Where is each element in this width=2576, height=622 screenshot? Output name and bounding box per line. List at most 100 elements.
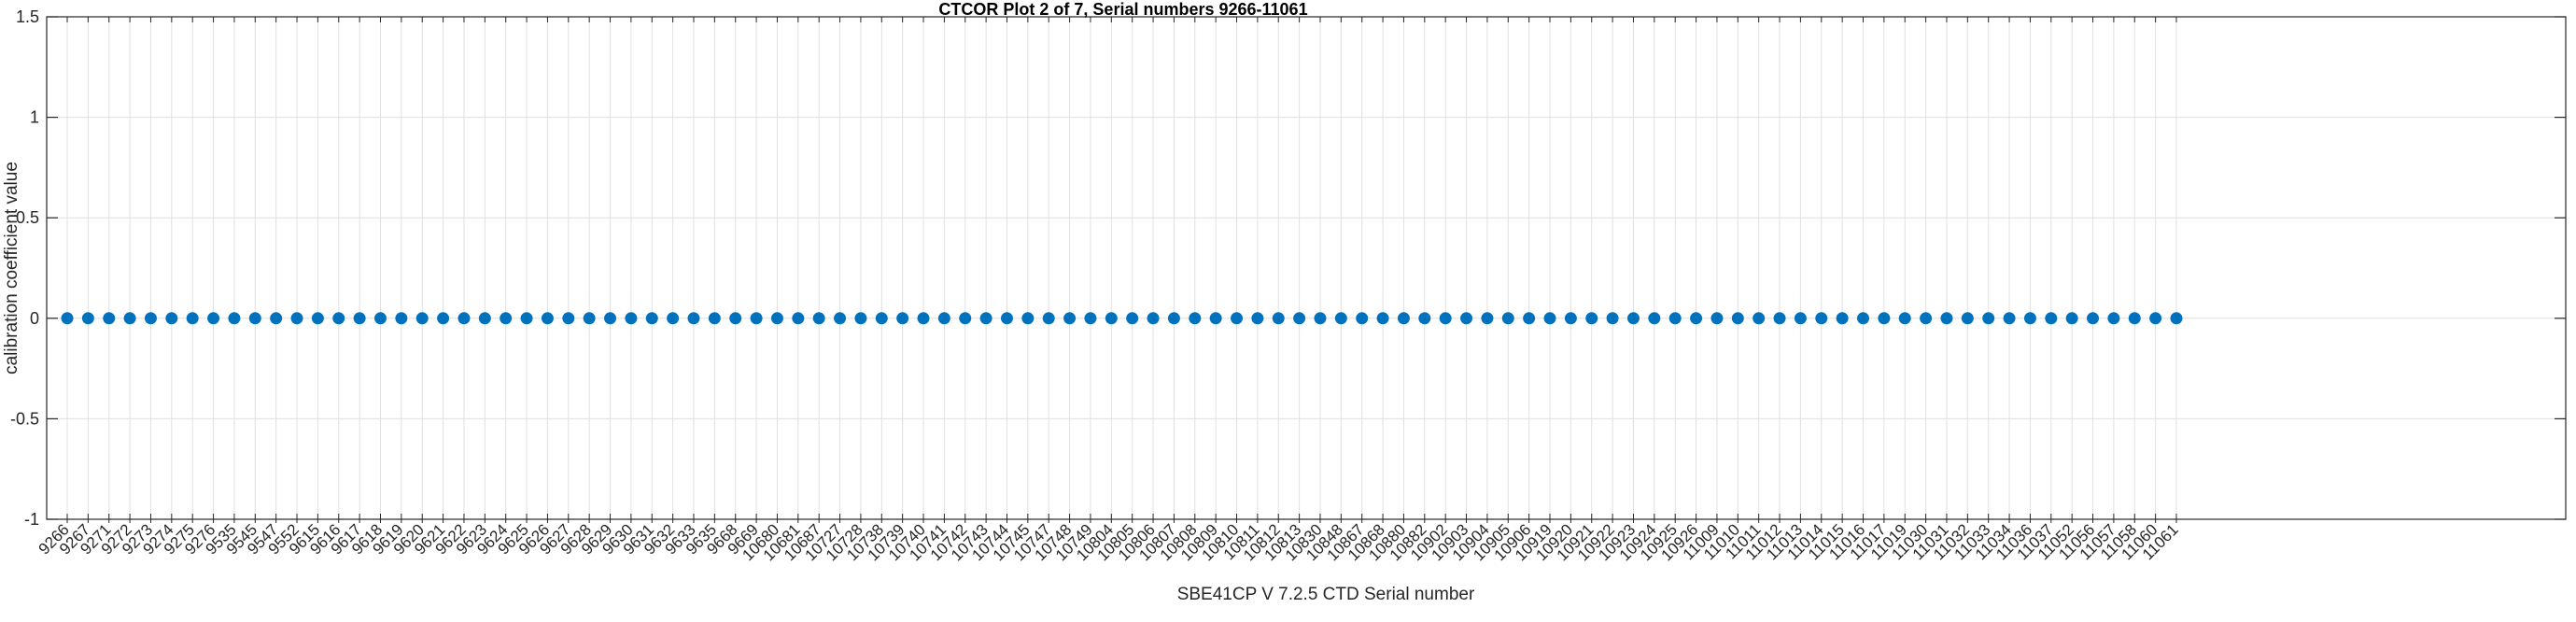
data-point bbox=[207, 312, 220, 325]
data-point bbox=[1481, 312, 1494, 325]
data-point bbox=[332, 312, 345, 325]
data-point bbox=[792, 312, 805, 325]
y-tick-label: 0 bbox=[30, 309, 39, 328]
data-point bbox=[270, 312, 283, 325]
data-point bbox=[1021, 312, 1035, 325]
data-point bbox=[1293, 312, 1306, 325]
data-point bbox=[1439, 312, 1452, 325]
data-point bbox=[1523, 312, 1536, 325]
data-point bbox=[1231, 312, 1244, 325]
data-point bbox=[834, 312, 847, 325]
data-point bbox=[562, 312, 575, 325]
axes-box bbox=[46, 16, 2567, 520]
data-point bbox=[1690, 312, 1703, 325]
data-point bbox=[2087, 312, 2100, 325]
data-point bbox=[415, 312, 429, 325]
data-point bbox=[1460, 312, 1473, 325]
data-point bbox=[854, 312, 867, 325]
data-point bbox=[2107, 312, 2120, 325]
data-point bbox=[228, 312, 241, 325]
data-point bbox=[186, 312, 199, 325]
data-point bbox=[1878, 312, 1891, 325]
data-point bbox=[2045, 312, 2058, 325]
data-point bbox=[1815, 312, 1828, 325]
data-point bbox=[1209, 312, 1222, 325]
data-point bbox=[1084, 312, 1097, 325]
data-point bbox=[875, 312, 888, 325]
data-point bbox=[625, 312, 638, 325]
data-point bbox=[1648, 312, 1661, 325]
data-point bbox=[604, 312, 617, 325]
data-point bbox=[1251, 312, 1264, 325]
data-point bbox=[1626, 312, 1640, 325]
data-point bbox=[1857, 312, 1870, 325]
data-point bbox=[1668, 312, 1682, 325]
data-point bbox=[437, 312, 450, 325]
y-tick-label: 1.5 bbox=[16, 7, 39, 26]
data-point bbox=[520, 312, 533, 325]
data-point bbox=[1147, 312, 1160, 325]
data-point bbox=[1731, 312, 1744, 325]
data-point bbox=[1105, 312, 1118, 325]
data-point bbox=[1606, 312, 1619, 325]
data-point bbox=[1314, 312, 1327, 325]
data-point bbox=[1376, 312, 1389, 325]
data-point bbox=[2170, 312, 2183, 325]
data-point bbox=[61, 312, 74, 325]
data-point bbox=[1794, 312, 1807, 325]
data-point bbox=[311, 312, 324, 325]
data-point bbox=[1564, 312, 1577, 325]
data-point bbox=[1334, 312, 1347, 325]
data-point bbox=[1501, 312, 1514, 325]
data-point bbox=[708, 312, 721, 325]
data-point bbox=[1920, 312, 1933, 325]
data-point bbox=[979, 312, 992, 325]
y-tick-label: 1 bbox=[30, 108, 39, 127]
y-axis-label: calibration coefficient value bbox=[2, 162, 21, 375]
data-point bbox=[290, 312, 303, 325]
data-point bbox=[123, 312, 136, 325]
y-tick-label: -0.5 bbox=[10, 409, 39, 428]
data-point bbox=[1397, 312, 1410, 325]
data-point bbox=[1982, 312, 1995, 325]
data-point bbox=[373, 312, 387, 325]
data-point bbox=[667, 312, 680, 325]
data-point bbox=[583, 312, 596, 325]
data-point bbox=[1272, 312, 1285, 325]
data-point bbox=[2065, 312, 2078, 325]
data-point bbox=[1543, 312, 1556, 325]
data-point bbox=[1753, 312, 1766, 325]
data-point bbox=[1898, 312, 1911, 325]
data-point bbox=[1940, 312, 1953, 325]
data-point bbox=[1961, 312, 1974, 325]
data-point bbox=[645, 312, 658, 325]
data-point bbox=[1167, 312, 1180, 325]
data-point bbox=[1126, 312, 1139, 325]
data-point bbox=[1710, 312, 1724, 325]
data-point bbox=[165, 312, 178, 325]
data-point bbox=[353, 312, 366, 325]
data-point bbox=[478, 312, 491, 325]
data-point bbox=[917, 312, 930, 325]
data-point bbox=[1585, 312, 1598, 325]
data-point bbox=[770, 312, 783, 325]
data-point bbox=[1773, 312, 1786, 325]
data-point bbox=[937, 312, 950, 325]
data-point bbox=[541, 312, 554, 325]
data-point bbox=[2003, 312, 2016, 325]
data-point bbox=[1063, 312, 1077, 325]
data-point bbox=[395, 312, 408, 325]
data-point bbox=[457, 312, 471, 325]
data-point bbox=[500, 312, 513, 325]
data-point bbox=[103, 312, 116, 325]
y-tick-label: -1 bbox=[24, 510, 39, 529]
data-point bbox=[959, 312, 972, 325]
data-point bbox=[729, 312, 742, 325]
data-point bbox=[812, 312, 825, 325]
data-point bbox=[1189, 312, 1202, 325]
data-point bbox=[2128, 312, 2141, 325]
y-tick-label: 0.5 bbox=[16, 208, 39, 227]
data-point bbox=[1356, 312, 1369, 325]
